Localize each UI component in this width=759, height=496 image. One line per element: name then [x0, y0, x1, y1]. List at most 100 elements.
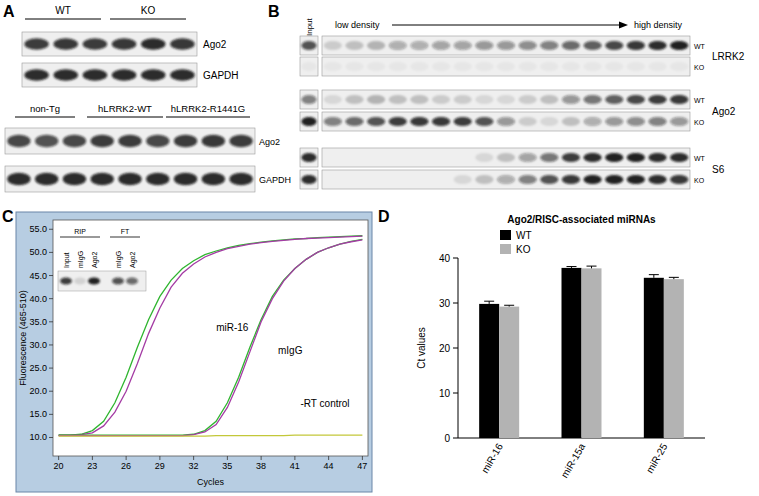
- annotation: -RT control: [301, 398, 350, 409]
- blot-b-fraction-band: [432, 62, 450, 71]
- blot-b-fraction-strip: [322, 170, 690, 189]
- blot-b-fraction-band: [627, 175, 645, 184]
- blot-a-top-band: [83, 69, 108, 81]
- blot-b-fraction-band: [432, 95, 450, 104]
- blot-a-top-band: [54, 69, 79, 81]
- y-tick: [49, 368, 53, 369]
- blot-a-bottom-band: [63, 135, 86, 147]
- inset-lane-label: Ago2: [129, 252, 137, 268]
- blot-b-fraction-band: [454, 95, 472, 104]
- y-tick: [49, 437, 53, 438]
- blot-b-input-strip: [300, 148, 318, 167]
- amplification-curve: [59, 236, 363, 435]
- blot-b-fraction-band: [605, 117, 623, 126]
- x-tick: [58, 456, 59, 460]
- blot-b-fraction-band: [454, 175, 472, 184]
- blot-b-fraction-band: [670, 153, 688, 162]
- y-tick-label: 0: [444, 433, 450, 444]
- input-label: Input: [305, 17, 314, 36]
- x-tick-label: 23: [87, 461, 97, 471]
- y-tick: [49, 275, 53, 276]
- blot-a-bottom-band: [7, 173, 30, 185]
- blot-b-fraction-band: [389, 62, 407, 71]
- blot-b-fraction-band: [627, 41, 645, 50]
- blot-b-fraction-band: [583, 153, 601, 162]
- blot-b-fraction-band: [562, 175, 580, 184]
- protein-label: S6: [712, 164, 725, 175]
- y-tick-label: 20: [439, 343, 451, 354]
- blot-b-input-band: [301, 41, 316, 50]
- blot-b-fraction-band: [475, 62, 493, 71]
- blot-b-fraction-band: [475, 175, 493, 184]
- blot-b-fraction-band: [497, 175, 515, 184]
- x-tick-label: 44: [324, 461, 334, 471]
- blot-b-fraction-band: [367, 62, 385, 71]
- blot-b-fraction-band: [367, 95, 385, 104]
- blot-b-fraction-band: [519, 175, 537, 184]
- y-axis-title: Fluorescence (465-510): [18, 290, 28, 386]
- blot-b-fraction-band: [519, 117, 537, 126]
- blot-b-fraction-band: [648, 62, 666, 71]
- plot-area: [53, 220, 368, 456]
- blot-b-fraction-strip: [322, 36, 690, 55]
- y-tick: [453, 303, 458, 304]
- gradient-arrowhead: [619, 22, 628, 29]
- x-tick-label: 32: [189, 461, 199, 471]
- blot-b-fraction-band: [475, 95, 493, 104]
- x-tick-label: miR-16: [479, 441, 505, 475]
- blot-b-input-strip: [300, 90, 318, 109]
- panel-letter: B: [268, 3, 280, 20]
- row-label: Ago2: [203, 39, 227, 50]
- blot-a-bottom-band: [229, 173, 252, 185]
- blot-b-fraction-band: [627, 117, 645, 126]
- blot-b-fraction-band: [605, 95, 623, 104]
- blot-a-bottom-band: [63, 173, 86, 185]
- amplification-curve: [59, 240, 363, 436]
- blot-a-top-band: [170, 38, 195, 50]
- blot-b-fraction-band: [324, 62, 342, 71]
- y-tick: [453, 348, 458, 349]
- blot-b-fraction-band: [670, 117, 688, 126]
- annotation: mIgG: [278, 345, 303, 356]
- blot-b-fraction-band: [583, 95, 601, 104]
- gradient-label: low density: [335, 20, 380, 30]
- blot-b-fraction-band: [345, 117, 363, 126]
- blot-b-fraction-band: [324, 95, 342, 104]
- blot-b-fraction-band: [519, 95, 537, 104]
- blot-b-fraction-band: [475, 153, 493, 162]
- y-tick: [453, 438, 458, 439]
- blot-b-fraction-band: [670, 95, 688, 104]
- blot-b-fraction-band: [562, 117, 580, 126]
- chart-frame: [16, 212, 372, 492]
- genotype-label: KO: [694, 177, 705, 184]
- inset-lane-label: mIgG: [115, 251, 123, 268]
- blot-b-fraction-band: [345, 41, 363, 50]
- inset-band: [74, 278, 86, 285]
- blot-a-bottom-band: [35, 173, 58, 185]
- blot-b-input-band: [301, 175, 316, 184]
- blot-a-bottom-strip: [5, 128, 255, 154]
- panel-c: 10.015.020.025.030.035.040.045.050.055.0…: [16, 212, 372, 492]
- blot-b-fraction-band: [627, 95, 645, 104]
- background: [0, 0, 759, 496]
- inset-gel: RIPFTInputmIgGAgo2mIgGAgo2: [58, 228, 146, 291]
- blot-b-fraction-band: [648, 41, 666, 50]
- blot-a-top-band: [141, 69, 166, 81]
- y-tick-label: 30.0: [29, 340, 47, 350]
- genotype-label: KO: [694, 119, 705, 126]
- blot-b-fraction-band: [627, 62, 645, 71]
- blot-b-fraction-band: [389, 95, 407, 104]
- genotype-label: KO: [694, 64, 705, 71]
- blot-b-fraction-band: [562, 62, 580, 71]
- figure: ABCDWTKOAgo2GAPDHnon-TghLRRK2-WThLRRK2-R…: [0, 0, 759, 496]
- panel-letter: D: [378, 208, 390, 225]
- blot-b-fraction-band: [648, 153, 666, 162]
- annotation: miR-16: [216, 322, 249, 333]
- x-tick: [362, 456, 363, 460]
- y-tick-label: 30: [439, 298, 451, 309]
- inset-group-label: FT: [121, 228, 130, 235]
- blot-a-top-band: [83, 38, 108, 50]
- inset-group-label: RIP: [74, 228, 86, 235]
- x-tick-label: 29: [155, 461, 165, 471]
- blot-b-fraction-band: [454, 117, 472, 126]
